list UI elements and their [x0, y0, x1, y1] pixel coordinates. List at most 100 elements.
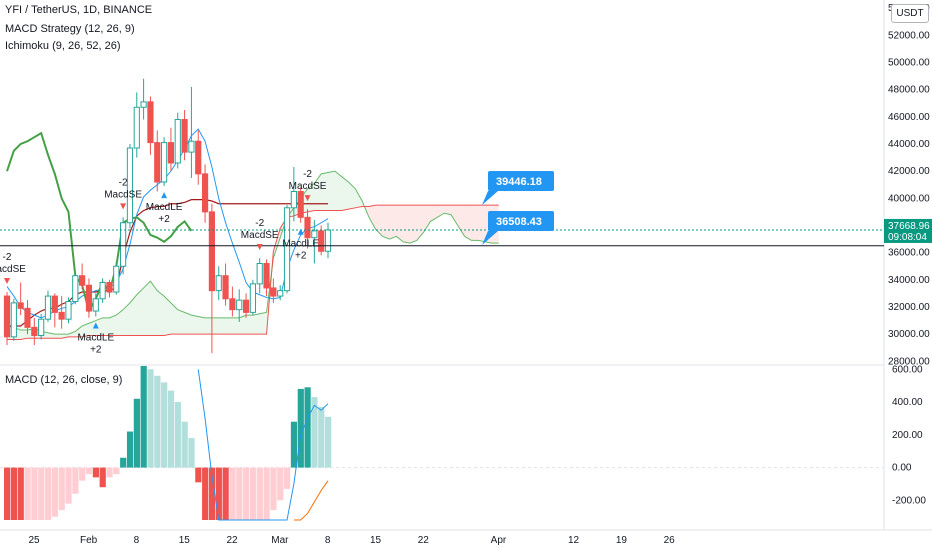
candle-body	[242, 299, 250, 313]
candle-body	[79, 275, 86, 286]
candle-body	[270, 287, 277, 297]
macd-pane	[0, 366, 884, 521]
time-tick-label: 19	[616, 535, 628, 546]
current-price-badge	[884, 218, 932, 243]
callout-high-box	[488, 171, 554, 191]
time-axis[interactable]: 25 Feb 8 15 22 Mar 8 15 22 Apr 12 19 26	[28, 535, 675, 546]
short-arrow-icon	[304, 195, 311, 202]
cloud-segment	[136, 287, 144, 336]
marker-label-long: MacdLE	[146, 202, 183, 213]
cloud-segment	[20, 330, 28, 340]
macd-histogram-bar	[85, 467, 93, 475]
macd-histogram-bar	[120, 457, 127, 468]
macd-histogram-bar	[243, 467, 250, 520]
cloud-segment	[95, 317, 103, 336]
macd-histogram-bar	[256, 467, 263, 520]
macd-histogram-bar	[24, 467, 31, 520]
cloud-segment	[403, 205, 410, 244]
macd-histogram-bar	[92, 467, 99, 478]
candle-body	[222, 275, 229, 300]
indicator-ichimoku-label[interactable]: Ichimoku (9, 26, 52, 26)	[5, 40, 121, 52]
candle-body	[290, 191, 297, 209]
candle-body	[304, 216, 311, 239]
marker-count: -2	[303, 169, 312, 180]
cloud-segment	[416, 205, 424, 241]
cloud-segment	[116, 309, 124, 336]
price-tick-label: 30000.00	[888, 329, 930, 340]
candle-body	[195, 140, 202, 175]
cloud-segment	[54, 334, 62, 339]
annotations: 37668.9609:08:0439446.1836508.43-2MacdSE…	[0, 169, 932, 355]
cloud-segment	[82, 323, 89, 337]
macd-histogram-bar	[31, 467, 38, 520]
cloud-segment	[314, 173, 322, 211]
marker-label-long: MacdLE	[77, 332, 114, 343]
candle-body	[44, 295, 52, 320]
candle-body	[297, 191, 304, 218]
candle-body	[256, 262, 263, 285]
cloud-segment	[184, 312, 192, 335]
candle-body	[106, 282, 113, 293]
macd-histogram-bar	[284, 467, 291, 489]
macd-histogram-bar	[44, 467, 52, 520]
macd-histogram-bar	[147, 369, 154, 468]
cloud-segment	[409, 205, 417, 244]
macd-histogram-bar	[270, 467, 277, 511]
macd-histogram-bar	[17, 467, 24, 520]
candle-body	[215, 275, 222, 292]
candle-body	[31, 326, 38, 336]
candle-body	[120, 222, 127, 267]
senkou-span-b-line	[7, 204, 499, 341]
macd-histogram-bar	[4, 467, 11, 520]
marker-label-short: MacdSE	[289, 181, 327, 192]
candle-body	[283, 207, 291, 292]
cloud-segment	[191, 315, 199, 335]
macd-histogram-bar	[304, 387, 311, 468]
macd-histogram-bar	[215, 467, 222, 520]
macd-tick-label: 0.00	[892, 463, 912, 474]
macd-histogram-bar	[202, 467, 209, 520]
macd-histogram-bar	[106, 467, 113, 478]
macd-histogram-bar	[58, 467, 65, 511]
macd-histogram-bar	[174, 402, 181, 468]
cloud-segment	[211, 317, 219, 335]
candle-body	[174, 119, 181, 164]
time-tick-label: 12	[568, 535, 580, 546]
cloud-segment	[109, 315, 117, 336]
cloud-segment	[430, 205, 438, 222]
time-tick-label: 26	[664, 535, 676, 546]
candle-body	[318, 230, 325, 252]
price-axis[interactable]: 28000.00 30000.00 32000.00 34000.00 36000.00…	[888, 3, 930, 506]
cloud-segment	[321, 172, 329, 211]
macd-histogram-bar	[263, 467, 270, 520]
cloud-segment	[368, 205, 376, 230]
callout-low-pointer	[482, 231, 498, 245]
candle-body	[147, 101, 154, 144]
kijun-sen-line	[7, 199, 329, 327]
countdown-timer: 09:08:04	[888, 232, 927, 243]
candle-body	[208, 211, 216, 292]
price-tick-label: 46000.00	[888, 112, 930, 123]
macd-histogram-bar	[277, 467, 284, 501]
macd-pane-label[interactable]: MACD (12, 26, close, 9)	[5, 374, 123, 386]
macd-tick-label: 200.00	[892, 430, 923, 441]
candle-body	[154, 142, 161, 183]
candle-body	[263, 262, 270, 289]
candle-body	[229, 298, 236, 311]
cloud-segment	[259, 312, 267, 335]
candle-body	[311, 230, 318, 239]
chart-title: YFI / TetherUS, 1D, BINANCE	[5, 4, 153, 16]
cloud-segment	[382, 205, 390, 240]
cloud-segment	[307, 183, 315, 212]
candle-body	[188, 140, 195, 153]
candle-body	[51, 295, 58, 313]
candle-body	[133, 106, 140, 149]
time-tick-label: Feb	[80, 535, 98, 546]
macd-histogram-bar	[126, 431, 134, 468]
currency-button[interactable]: USDT	[891, 4, 929, 23]
indicator-macd-strategy-label[interactable]: MACD Strategy (12, 26, 9)	[5, 23, 135, 35]
cloud-segment	[444, 205, 451, 215]
candle-body	[24, 307, 31, 328]
candle-body	[17, 302, 24, 309]
